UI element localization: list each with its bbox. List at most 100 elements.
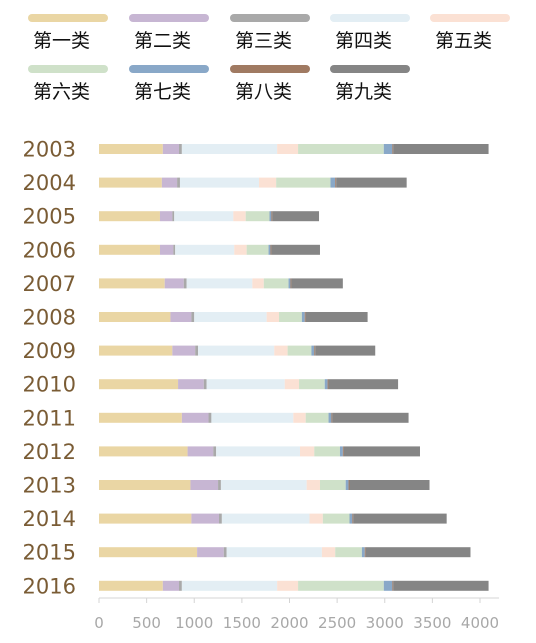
- bar-segment: [322, 513, 350, 524]
- bar-segment: [194, 312, 267, 322]
- bar-segment: [361, 547, 365, 558]
- bar-segment: [219, 513, 222, 524]
- bar-segment: [271, 244, 320, 255]
- bar-segment: [335, 547, 362, 558]
- legend-item[interactable]: 第五类: [430, 14, 510, 52]
- bar-segment: [234, 244, 247, 255]
- bar-segment: [271, 211, 273, 222]
- bar-segment: [245, 211, 270, 222]
- bar-segment: [332, 412, 409, 423]
- y-tick-label: 2004: [23, 171, 76, 195]
- bar-segment: [179, 177, 260, 188]
- legend-item[interactable]: 第六类: [28, 65, 108, 103]
- bar-segment: [206, 379, 285, 390]
- x-tick-label: 500: [132, 614, 161, 632]
- bar-segment: [263, 278, 289, 289]
- bar-segment: [99, 244, 160, 255]
- bar-segment: [99, 144, 163, 154]
- bar-segment: [186, 278, 253, 289]
- bar-row-2011: [99, 412, 409, 423]
- bar-segment: [183, 278, 187, 289]
- bar-segment: [327, 379, 329, 390]
- legend-item[interactable]: 第七类: [129, 65, 209, 103]
- legend-item[interactable]: 第三类: [230, 14, 310, 52]
- bar-segment: [309, 513, 323, 524]
- bar-segment: [330, 177, 336, 188]
- y-tick-label: 2008: [23, 306, 76, 330]
- bar-segment: [197, 547, 224, 558]
- legend-item[interactable]: 第一类: [28, 14, 108, 52]
- bar-segment: [246, 244, 269, 255]
- bar-segment: [349, 480, 430, 490]
- bar-segment: [324, 379, 328, 390]
- legend-swatch: [129, 65, 209, 73]
- y-tick-label: 2011: [23, 406, 76, 430]
- bar-segment: [233, 211, 246, 222]
- bar-segment: [99, 446, 188, 457]
- bar-segment: [383, 144, 393, 154]
- bar-segment: [161, 177, 178, 188]
- bar-row-2013: [99, 480, 430, 490]
- bar-segment: [293, 412, 306, 423]
- bar-segment: [223, 547, 227, 558]
- y-tick-label: 2003: [23, 138, 76, 162]
- bar-row-2012: [99, 446, 420, 457]
- y-tick-label: 2012: [23, 440, 76, 464]
- legend-item[interactable]: 第二类: [129, 14, 209, 52]
- legend-item[interactable]: 第四类: [330, 14, 410, 52]
- bar-row-2016: [99, 580, 489, 591]
- bar-segment: [291, 278, 343, 289]
- legend-label: 第四类: [335, 30, 392, 52]
- bar-segment: [272, 211, 320, 222]
- bar-segment: [353, 513, 447, 524]
- bar-segment: [170, 312, 192, 322]
- y-tick-label: 2005: [23, 205, 76, 229]
- bar-segment: [162, 144, 180, 154]
- bar-segment: [335, 177, 337, 188]
- bar-segment: [99, 379, 179, 390]
- bar-segment: [279, 312, 302, 322]
- legend-label: 第六类: [33, 81, 90, 103]
- bar-segment: [287, 345, 312, 356]
- bar-segment: [311, 345, 315, 356]
- bar-segment: [174, 211, 234, 222]
- bar-segment: [164, 278, 184, 289]
- bar-segment: [226, 547, 322, 558]
- bar-segment: [315, 345, 376, 356]
- legend-swatch: [230, 65, 310, 73]
- bar-segment: [328, 412, 332, 423]
- bar-row-2006: [99, 244, 320, 255]
- x-tick-label: 1500: [223, 614, 261, 632]
- legend-item[interactable]: 第八类: [230, 65, 310, 103]
- bar-segment: [187, 446, 214, 457]
- legend-swatch: [129, 14, 209, 22]
- y-tick-label: 2013: [23, 474, 76, 498]
- bar-segment: [99, 547, 198, 558]
- bar-segment: [99, 278, 165, 289]
- bar-row-2005: [99, 211, 320, 222]
- bar-segment: [301, 312, 305, 322]
- y-tick-label: 2006: [23, 238, 76, 262]
- legend-label: 第一类: [33, 30, 90, 52]
- bar-segment: [299, 446, 315, 457]
- bar-segment: [348, 480, 350, 490]
- legend-item[interactable]: 第九类: [330, 65, 410, 103]
- bar-segment: [99, 211, 160, 222]
- bar-segment: [319, 480, 346, 490]
- bar-segment: [190, 480, 219, 490]
- bar-segment: [392, 144, 394, 154]
- bar-segment: [99, 345, 173, 356]
- bar-segment: [159, 211, 173, 222]
- legend-swatch: [28, 65, 108, 73]
- bar-segment: [259, 177, 277, 188]
- x-axis: 0 500 1000 1500 2000 2500 3000 3500 4000: [94, 597, 499, 632]
- legend-swatch: [28, 14, 108, 22]
- bar-segment: [349, 513, 353, 524]
- bar-segment: [99, 580, 163, 591]
- bar-row-2004: [99, 177, 407, 188]
- y-tick-label: 2007: [23, 272, 76, 296]
- legend-swatch: [430, 14, 510, 22]
- bar-segment: [277, 580, 299, 591]
- x-tick-label: 2000: [270, 614, 308, 632]
- bar-row-2003: [99, 144, 489, 154]
